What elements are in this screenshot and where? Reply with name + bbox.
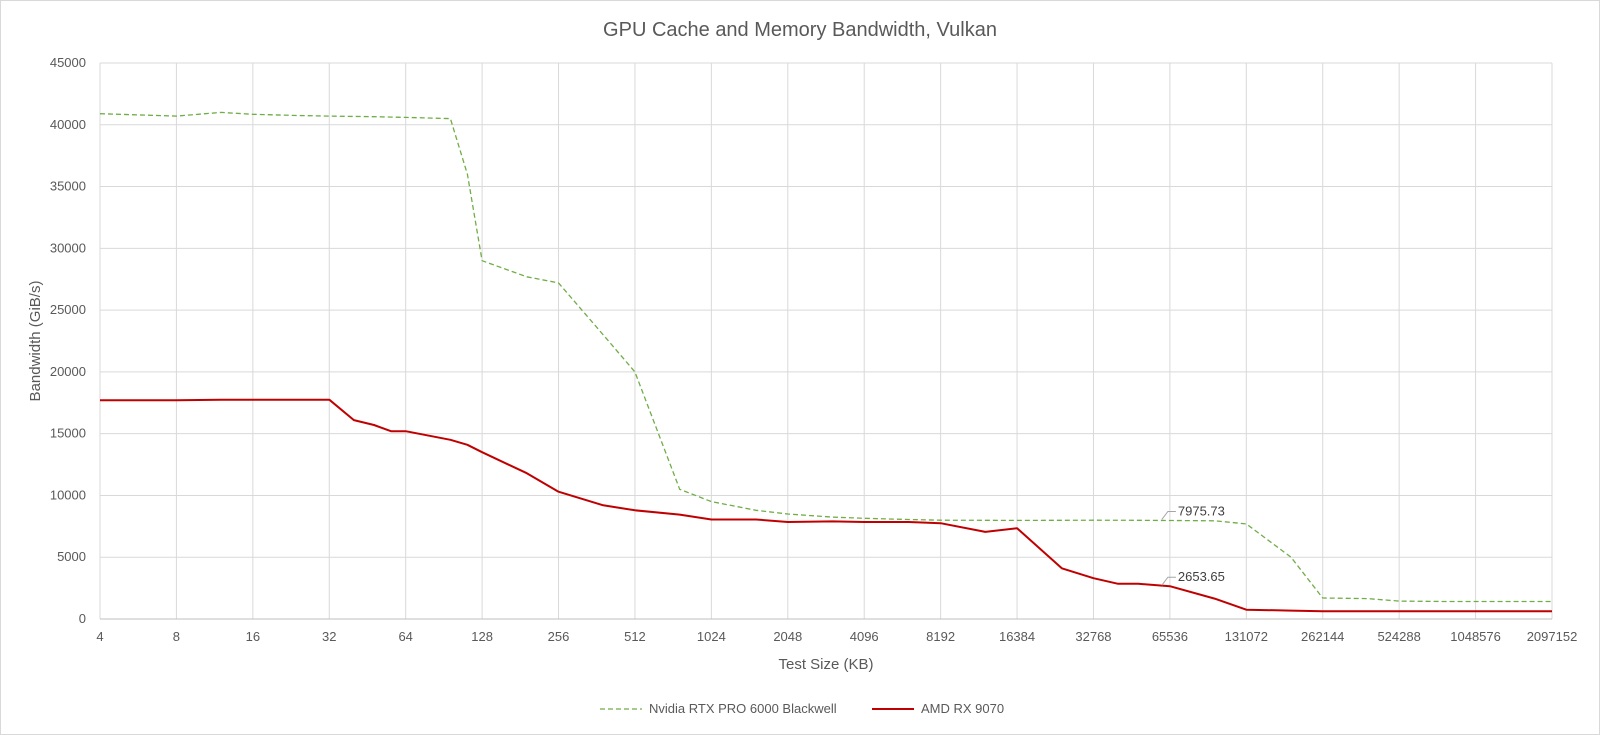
x-tick-label: 4 — [96, 629, 103, 644]
x-tick-label: 2097152 — [1527, 629, 1578, 644]
data-label-leader — [1161, 510, 1176, 520]
y-tick-label: 5000 — [57, 549, 86, 564]
x-tick-label: 64 — [398, 629, 412, 644]
x-tick-label: 4096 — [850, 629, 879, 644]
y-axis-tick-labels: 0 5000 10000 15000 20000 25000 30000 35000 40000… — [50, 55, 86, 626]
legend: Nvidia RTX PRO 6000 Blackwell AMD RX 9070 — [600, 701, 1004, 716]
gridlines — [99, 62, 1553, 619]
x-axis-title: Test Size (KB) — [778, 656, 873, 673]
x-tick-label: 16 — [246, 629, 260, 644]
y-tick-label: 0 — [79, 611, 86, 626]
legend-label: AMD RX 9070 — [921, 701, 1004, 716]
x-tick-label: 256 — [548, 629, 570, 644]
x-tick-label: 131072 — [1225, 629, 1268, 644]
series-lines — [99, 111, 1552, 613]
legend-label: Nvidia RTX PRO 6000 Blackwell — [649, 701, 837, 716]
series-line — [100, 398, 1552, 613]
y-tick-label: 30000 — [50, 240, 86, 255]
y-tick-label: 10000 — [50, 487, 86, 502]
chart-title: GPU Cache and Memory Bandwidth, Vulkan — [603, 19, 997, 41]
x-tick-label: 65536 — [1152, 629, 1188, 644]
series-line — [99, 111, 1552, 603]
x-tick-label: 1048576 — [1450, 629, 1501, 644]
data-label-leader — [1161, 576, 1176, 586]
data-label: 7975.73 — [1178, 503, 1225, 518]
x-axis-tick-labels: 4 8 16 32 64 128 256 512 1024 2048 4096 8192 16384 32… — [96, 629, 1577, 644]
x-tick-label: 16384 — [999, 629, 1035, 644]
y-tick-label: 35000 — [50, 179, 86, 194]
y-tick-label: 15000 — [50, 426, 86, 441]
x-tick-label: 262144 — [1301, 629, 1344, 644]
y-tick-label: 45000 — [50, 55, 86, 70]
y-tick-label: 20000 — [50, 364, 86, 379]
x-tick-label: 2048 — [773, 629, 802, 644]
x-tick-label: 8 — [173, 629, 180, 644]
y-axis-title: Bandwidth (GiB/s) — [27, 281, 44, 402]
y-tick-label: 40000 — [50, 117, 86, 132]
x-tick-label: 524288 — [1377, 629, 1420, 644]
data-label: 2653.65 — [1178, 569, 1225, 584]
x-tick-label: 32768 — [1075, 629, 1111, 644]
x-tick-label: 1024 — [697, 629, 726, 644]
x-tick-label: 512 — [624, 629, 646, 644]
x-tick-label: 128 — [471, 629, 493, 644]
data-labels: 7975.73 2653.65 — [1161, 503, 1225, 586]
x-tick-label: 32 — [322, 629, 336, 644]
x-tick-label: 8192 — [926, 629, 955, 644]
y-tick-label: 25000 — [50, 302, 86, 317]
